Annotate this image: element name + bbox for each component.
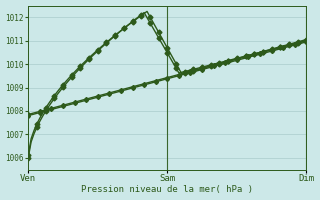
X-axis label: Pression niveau de la mer( hPa ): Pression niveau de la mer( hPa ): [81, 185, 253, 194]
